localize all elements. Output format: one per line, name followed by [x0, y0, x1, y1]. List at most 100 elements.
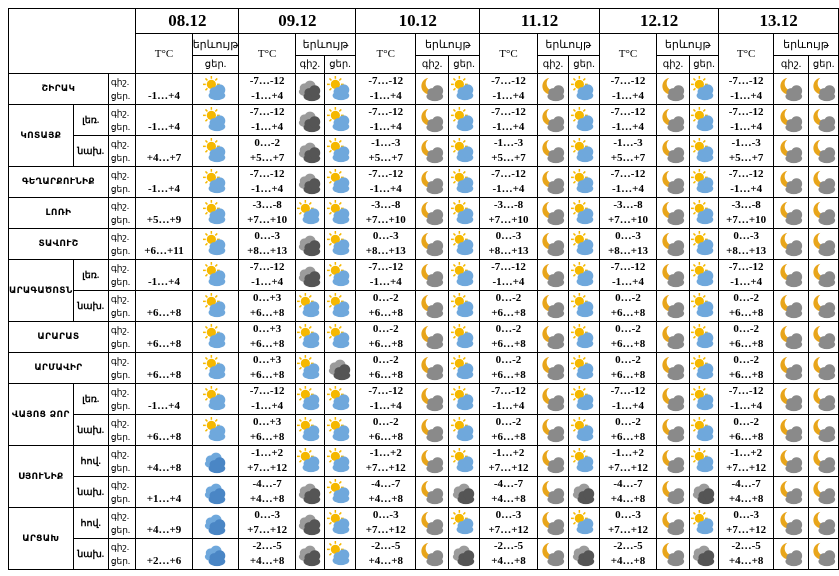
zone-label: նախ. — [72, 538, 109, 570]
night-temp: 0…-2 — [372, 292, 399, 304]
temp-cell: -7…-12 -1…+4 — [598, 383, 658, 415]
night-temp: 0…-2 — [372, 323, 399, 335]
sun-cloud-icon — [568, 383, 600, 415]
day-temp: +7…+12 — [365, 524, 406, 536]
night-temp — [137, 509, 191, 524]
temp-cell: -7…-12 -1…+4 — [355, 73, 417, 105]
sun-cloud-icon — [323, 166, 357, 198]
moon-cloud-icon — [772, 290, 810, 322]
day-temp: -1…+4 — [369, 90, 402, 102]
temp-header: T°C — [598, 33, 658, 74]
night-temp: 0…-2 — [495, 323, 522, 335]
night-header: գիշ. — [656, 55, 690, 74]
night-temp: 0…-2 — [733, 416, 759, 428]
day-temp: -1…+4 — [612, 90, 644, 102]
moon-cloud-icon — [415, 228, 449, 260]
dark-clouds-icon — [568, 538, 600, 570]
night-temp: -1…+2 — [612, 447, 644, 459]
moon-cloud-icon — [772, 73, 810, 105]
day-temp: +8…+13 — [607, 245, 649, 257]
moon-cloud-icon — [772, 445, 810, 477]
night-temp: -7…-12 — [610, 168, 646, 180]
moon-cloud-icon — [808, 414, 839, 446]
moon-cloud-icon — [656, 476, 690, 508]
temp-cell: -3…-8 +7…+10 — [598, 197, 658, 229]
moon-cloud-icon — [415, 507, 449, 539]
day-temp: +4…+8 — [368, 493, 404, 505]
temp-cell: -2…-5 +4…+8 — [479, 538, 538, 570]
day-temp: +6…+8 — [728, 338, 764, 350]
region-name: ԱՐՑԱԽ — [8, 507, 74, 570]
sun-cloud-icon — [688, 228, 720, 260]
dark-clouds-icon — [294, 166, 325, 198]
sun-cloud-icon — [294, 352, 325, 384]
night-temp: -1…-3 — [493, 137, 524, 149]
region-name: ՍՅՈՒՆԻՔ — [8, 445, 74, 508]
day-temp: +7…+10 — [726, 214, 767, 226]
day-temp: -1…+4 — [612, 183, 644, 195]
sun-cloud-icon — [447, 104, 481, 136]
forecast-row: ՏԱՎՈՒՇ գիշ. ցեր. +6…+11 0…-3 +8…+13 0…-3 +8…+1… — [8, 228, 839, 260]
temp-cell: -1…+2 +7…+12 — [598, 445, 658, 477]
day-temp: +7…+10 — [247, 214, 288, 226]
moon-cloud-icon — [772, 476, 810, 508]
temp-cell: +1…+4 — [135, 476, 193, 508]
temp-cell: -2…-5 +4…+8 — [718, 538, 774, 570]
moon-cloud-icon — [772, 135, 810, 167]
sun-cloud-icon — [447, 445, 481, 477]
night-temp: -1…-3 — [613, 137, 643, 149]
forecast-table-wrapper: 08.12 09.12 10.12 11.12 12.12 13.12 T°C … — [7, 8, 839, 570]
sun-cloud-icon — [323, 197, 357, 229]
night-temp: 0…+3 — [253, 354, 282, 366]
temp-cell: 0…-2 +6…+8 — [479, 321, 538, 353]
night-temp: 0…-3 — [733, 509, 759, 521]
phenomenon-header: երևույթ — [772, 33, 839, 56]
dark-clouds-icon — [294, 507, 325, 539]
temp-cell: 0…-3 +7…+12 — [479, 507, 538, 539]
temp-cell: -1…+2 +7…+12 — [718, 445, 774, 477]
sun-cloud-icon — [568, 166, 600, 198]
temp-cell: +4…+7 — [135, 135, 193, 167]
temp-cell: +6…+8 — [135, 414, 193, 446]
night-temp: -4…-7 — [493, 478, 524, 490]
sun-cloud-icon — [294, 197, 325, 229]
night-label: գիշ. — [110, 139, 130, 149]
day-temp: +5…+7 — [610, 152, 646, 164]
sun-cloud-icon — [191, 73, 240, 105]
night-temp: -7…-12 — [491, 106, 526, 118]
sun-cloud-icon — [688, 290, 720, 322]
night-temp: -3…-8 — [613, 199, 643, 211]
dark-clouds-icon — [294, 73, 325, 105]
temp-cell: +2…+6 — [135, 538, 193, 570]
temp-cell: -1…+2 +7…+12 — [238, 445, 296, 477]
night-temp: 0…-2 — [495, 416, 522, 428]
temp-cell: -4…-7 +4…+8 — [479, 476, 538, 508]
moon-cloud-icon — [415, 476, 449, 508]
zone-label: հով. — [72, 445, 109, 477]
region-name: ՏԱՎՈՒՇ — [8, 228, 109, 260]
moon-cloud-icon — [808, 259, 839, 291]
day-temp: -1…+4 — [369, 400, 402, 412]
moon-cloud-icon — [536, 352, 570, 384]
sun-cloud-icon — [568, 73, 600, 105]
temp-cell: -7…-12 -1…+4 — [479, 259, 538, 291]
night-temp — [137, 168, 191, 183]
day-temp: +6…+8 — [146, 338, 182, 350]
night-label: գիշ. — [110, 449, 130, 459]
day-temp: +7…+12 — [247, 524, 288, 536]
cloud-icon — [191, 445, 240, 477]
night-label: գիշ. — [110, 325, 130, 335]
temp-cell: -1…-3 +5…+7 — [355, 135, 417, 167]
forecast-row: ԱՐՑԱԽ հով. գիշ. ցեր. +4…+9 0…-3 +7…+12 0…-3 +7…… — [8, 507, 839, 570]
night-temp: -2…-5 — [371, 540, 401, 552]
temp-cell: -3…-8 +7…+10 — [479, 197, 538, 229]
night-temp: -7…-12 — [249, 75, 285, 87]
moon-cloud-icon — [656, 290, 690, 322]
phenomenon-header: երևույթ — [656, 33, 720, 56]
night-temp — [137, 478, 191, 493]
night-temp: 0…-2 — [495, 292, 522, 304]
day-temp: +7…+12 — [488, 462, 529, 474]
temp-cell: -7…-12 -1…+4 — [718, 166, 774, 198]
night-temp: -7…-12 — [728, 385, 764, 397]
day-temp: -1…+4 — [730, 276, 763, 288]
